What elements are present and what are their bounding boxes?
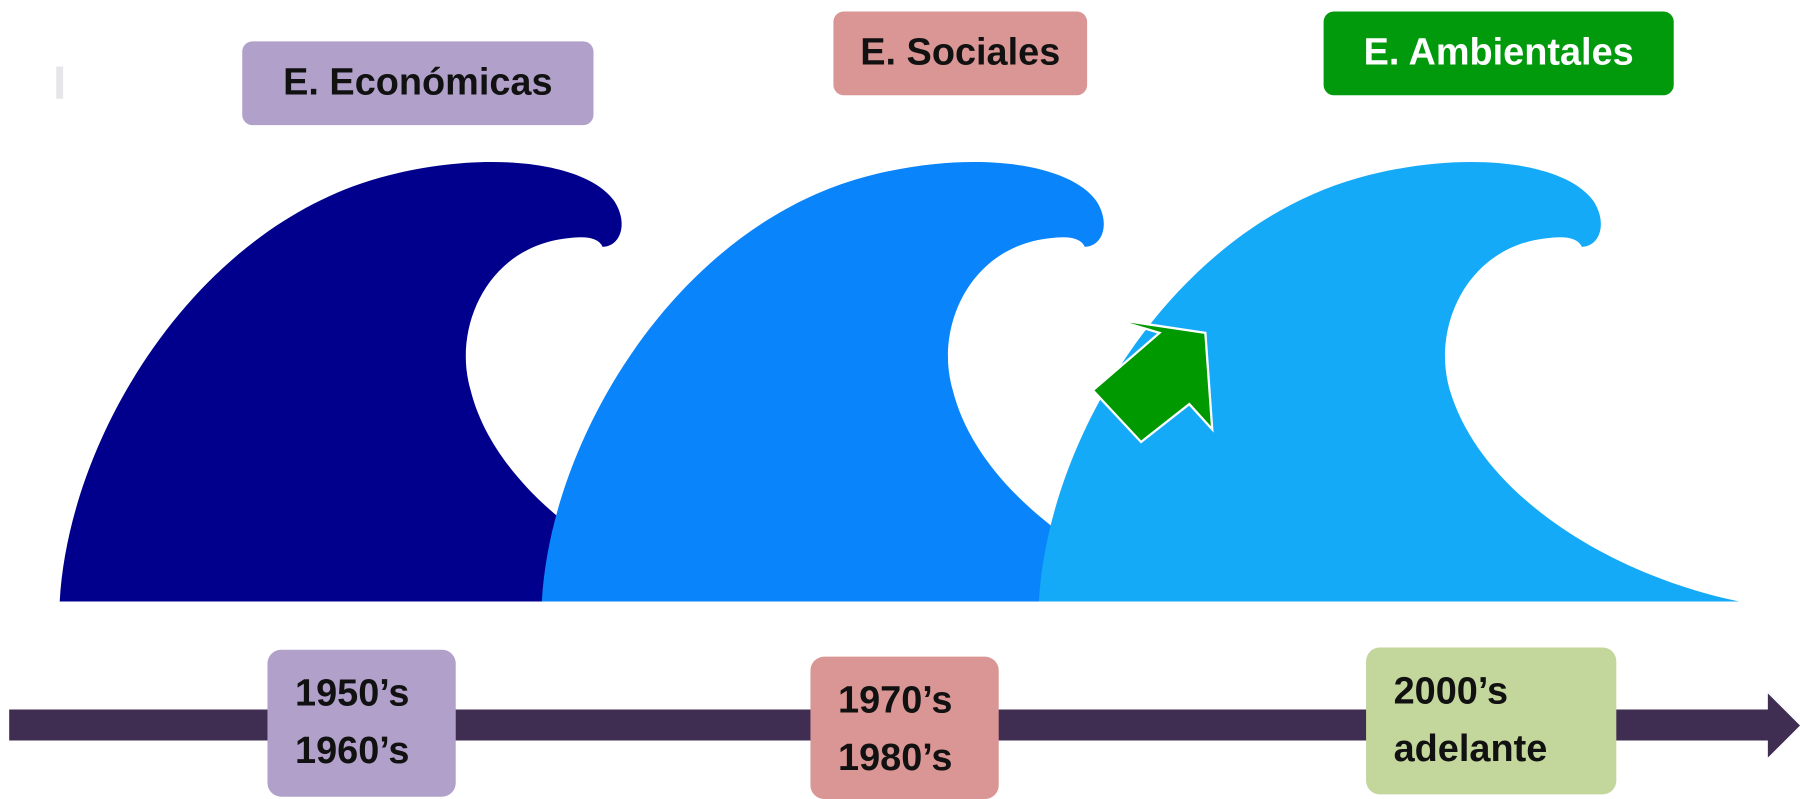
- period-label: 1970’s: [838, 680, 952, 722]
- period-label: 1960’s: [295, 730, 409, 772]
- wave-label: E. Sociales: [860, 32, 1060, 74]
- marker: [56, 67, 63, 99]
- period-label: 1980’s: [838, 737, 952, 779]
- period-label: 1950’s: [295, 673, 409, 715]
- period-label: adelante: [1394, 728, 1548, 770]
- waves-diagram: E. Económicas 1950’s 1960’s E. Sociales 1970…: [0, 0, 1800, 799]
- period-label: 2000’s: [1394, 670, 1508, 712]
- wave-label: E. Ambientales: [1364, 32, 1634, 74]
- wave-label: E. Económicas: [283, 61, 552, 103]
